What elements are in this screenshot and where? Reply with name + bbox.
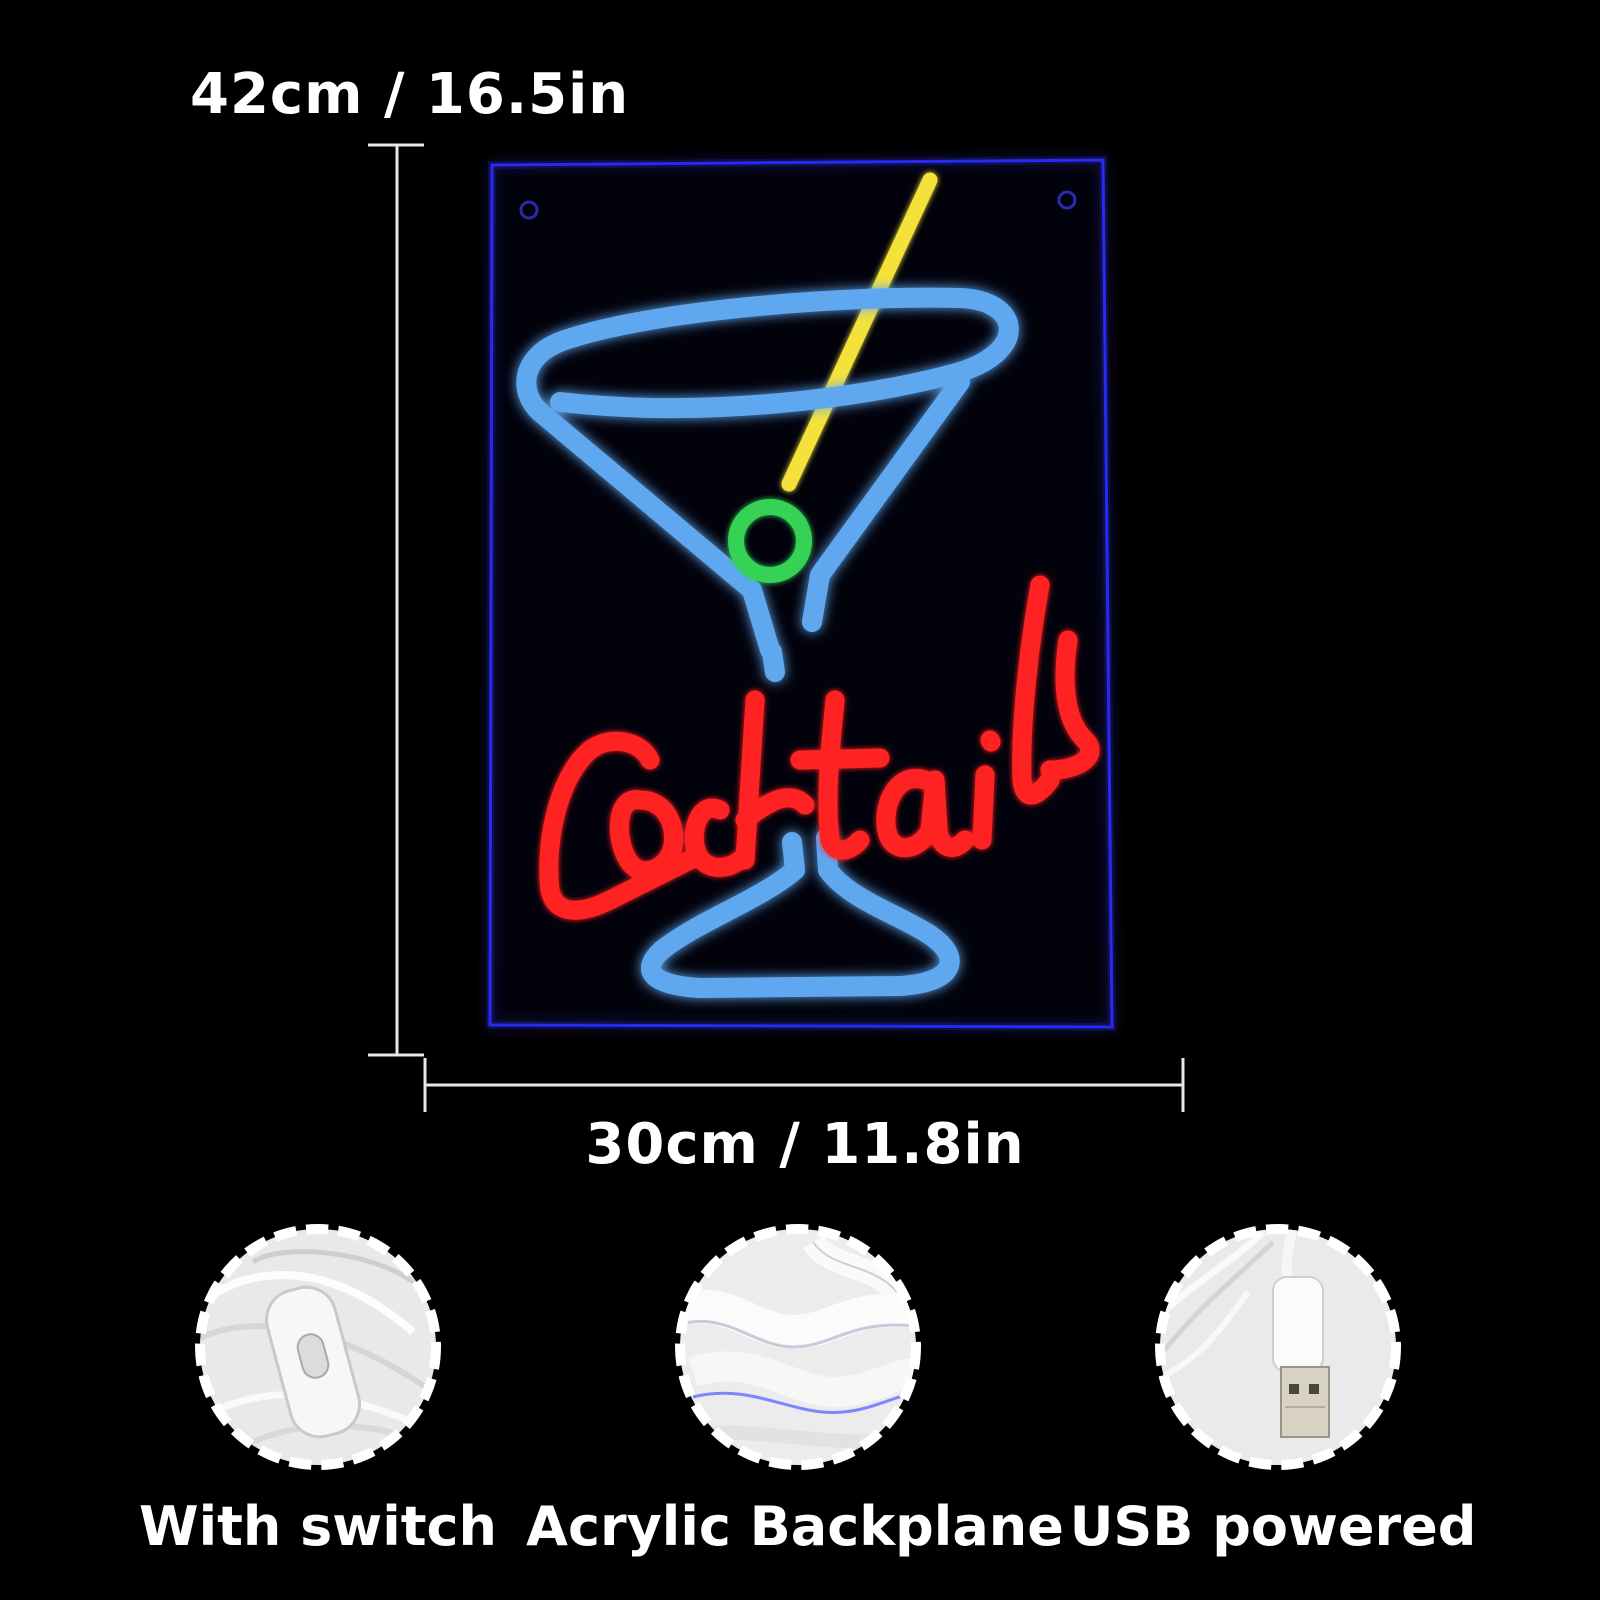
width-dimension-text: 30cm / 11.8in — [585, 1112, 1025, 1177]
feature-usb-powered — [1153, 1222, 1403, 1472]
feature-label-acrylic-backplane: Acrylic Backplane — [526, 1495, 1064, 1558]
usb-plug-icon — [1155, 1224, 1401, 1470]
height-dimension-label: 42cm / 16.5in — [190, 62, 630, 127]
acrylic-panel — [485, 155, 1117, 1032]
width-dimension-line — [423, 1058, 1185, 1112]
neon-sign-illustration — [368, 143, 1185, 1112]
feature-acrylic-backplane — [673, 1222, 923, 1472]
mounting-hole — [519, 200, 539, 220]
neon-martini-glass — [516, 287, 1019, 998]
neon-olive — [728, 499, 812, 583]
acrylic-neon-tube-icon — [675, 1224, 921, 1470]
neon-straw — [781, 172, 938, 492]
height-dimension-line — [368, 143, 424, 1057]
neon-cocktails-text — [539, 575, 1100, 920]
mounting-hole — [1057, 190, 1077, 210]
feature-with-switch — [193, 1222, 443, 1472]
width-dimension-label: 30cm / 11.8in — [0, 1112, 1600, 1177]
inline-switch-cable-icon — [195, 1224, 441, 1470]
feature-label-usb-powered: USB powered — [1069, 1495, 1477, 1558]
feature-label-with-switch: With switch — [139, 1495, 497, 1558]
